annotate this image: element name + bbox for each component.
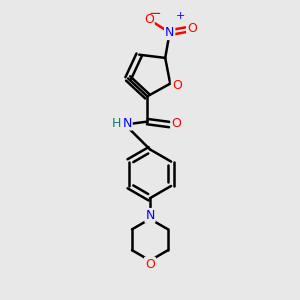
Text: O: O bbox=[172, 79, 182, 92]
Text: N: N bbox=[145, 209, 155, 222]
Text: O: O bbox=[171, 117, 181, 130]
Text: H: H bbox=[112, 117, 122, 130]
Text: O: O bbox=[144, 13, 154, 26]
Text: O: O bbox=[145, 258, 155, 271]
Text: N: N bbox=[165, 26, 174, 39]
Text: N: N bbox=[122, 117, 132, 130]
Text: +: + bbox=[176, 11, 185, 21]
Text: −: − bbox=[148, 6, 161, 21]
Text: O: O bbox=[187, 22, 197, 35]
